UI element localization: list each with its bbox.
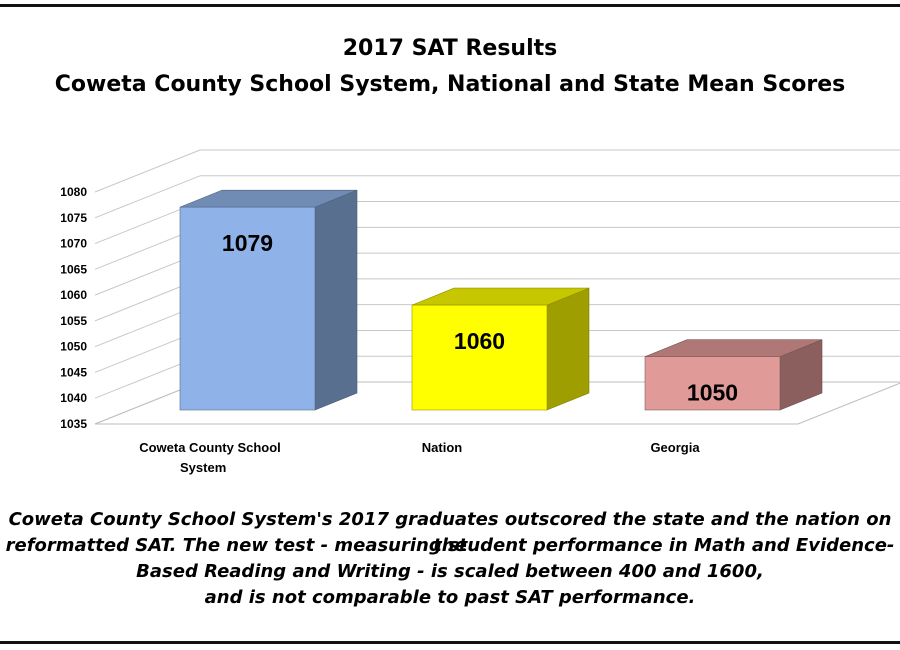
chart-title: 2017 SAT Results [342, 36, 558, 61]
y-tick-label: 1060 [60, 288, 87, 302]
y-tick-label: 1040 [60, 391, 87, 405]
bar-side [314, 189, 358, 411]
y-tick-label: 1070 [60, 237, 87, 251]
x-tick-label: Coweta County School [139, 440, 281, 455]
bar [179, 206, 316, 411]
y-tick-label: 1075 [60, 211, 87, 225]
x-tick-label: System [180, 460, 226, 475]
caption-line-3: Based Reading and Writing - is scaled be… [136, 561, 764, 582]
x-tick-label: Nation [422, 440, 463, 455]
bar-chart: 1035 1040 1045 1050 1055 1060 1065 1070 1075 1080… [60, 149, 900, 475]
bar-value-label: 1060 [454, 328, 505, 354]
gridline-side [94, 149, 201, 193]
bar-value-label: 1050 [687, 380, 738, 406]
caption-line-1: Coweta County School System's 2017 gradu… [8, 509, 892, 556]
chart-frame [0, 4, 900, 644]
chart-subtitle: Coweta County School System, National an… [54, 72, 846, 97]
y-tick-label: 1035 [60, 417, 87, 431]
gridline-side [94, 175, 201, 219]
y-tick-label: 1050 [60, 340, 87, 354]
y-tick-label: 1065 [60, 262, 87, 276]
bar-value-label: 1079 [222, 230, 273, 256]
y-tick-label: 1080 [60, 185, 87, 199]
x-tick-label: Georgia [650, 440, 700, 455]
y-tick-label: 1055 [60, 314, 87, 328]
bar [644, 356, 781, 411]
bar [411, 304, 548, 411]
bar-side [546, 287, 590, 411]
caption-line-2: reformatted SAT. The new test - measurin… [5, 535, 895, 556]
y-tick-label: 1045 [60, 365, 87, 379]
caption-line-4: and is not comparable to past SAT perfor… [204, 587, 696, 608]
